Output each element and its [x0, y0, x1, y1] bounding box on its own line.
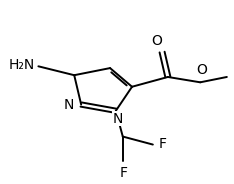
- Text: H₂N: H₂N: [9, 58, 35, 72]
- Text: O: O: [151, 34, 162, 48]
- Text: F: F: [159, 137, 167, 151]
- Text: N: N: [113, 112, 123, 126]
- Text: F: F: [120, 166, 128, 180]
- Text: O: O: [196, 63, 207, 77]
- Text: N: N: [63, 98, 74, 112]
